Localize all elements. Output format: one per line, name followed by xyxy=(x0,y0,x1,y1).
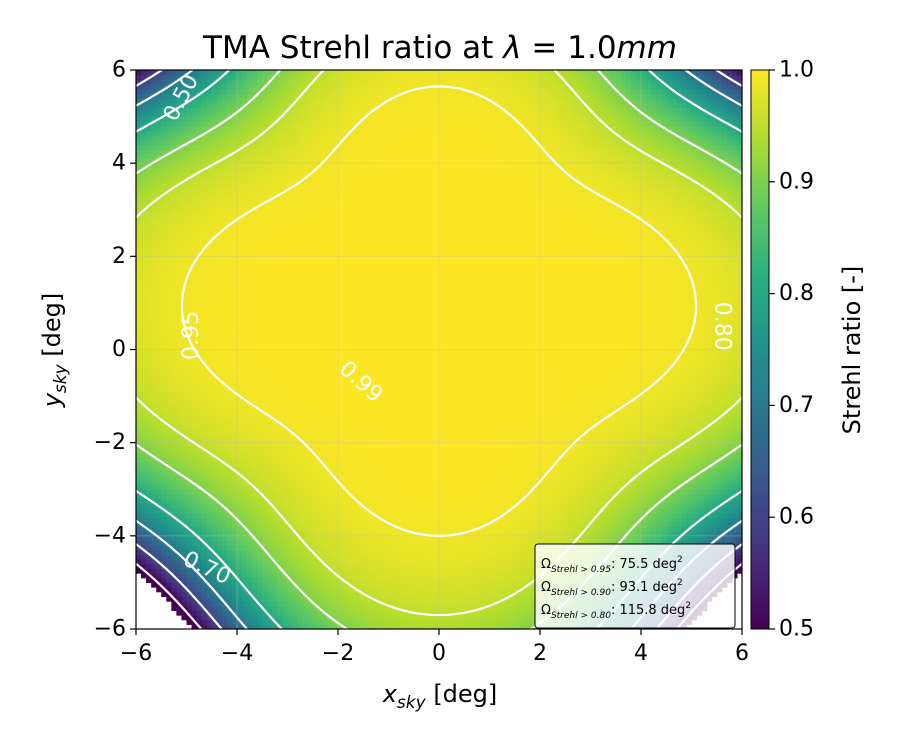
colorbar-tick-label: 1.0 xyxy=(779,58,814,83)
y-tick-label: 2 xyxy=(112,244,126,269)
x-tick-label: 4 xyxy=(634,641,648,666)
x-tick-label: −6 xyxy=(120,641,152,666)
x-axis-label: xsky [deg] xyxy=(382,680,498,713)
y-tick-label: 0 xyxy=(112,337,126,362)
x-axis: −6 −4 −2 0 2 4 6 xyxy=(120,629,749,666)
y-tick-label: −4 xyxy=(94,523,126,548)
legend-box: ΩStrehl > 0.95: 75.5 deg2 ΩStrehl > 0.90… xyxy=(534,543,736,629)
contour-label: 0.80 xyxy=(709,302,734,351)
x-tick-label: 0 xyxy=(432,641,446,666)
x-tick-label: −4 xyxy=(221,641,253,666)
y-tick-label: 6 xyxy=(112,58,126,83)
x-tick-label: 6 xyxy=(735,641,749,666)
y-tick-label: 4 xyxy=(112,151,126,176)
y-axis: −6 −4 −2 0 2 4 6 xyxy=(94,58,136,642)
legend-frame xyxy=(534,543,736,629)
x-tick-label: 2 xyxy=(533,641,547,666)
colorbar-tick-label: 0.6 xyxy=(779,505,814,530)
colorbar-tick-label: 0.8 xyxy=(779,281,814,306)
contour-line-0.99 xyxy=(180,85,698,537)
colorbar-ticks: 0.5 0.6 0.7 0.8 0.9 1.0 xyxy=(769,58,814,642)
colorbar-label: Strehl ratio [-] xyxy=(838,266,866,435)
colorbar-tick-label: 0.7 xyxy=(779,393,814,418)
y-tick-label: −6 xyxy=(94,617,126,642)
chart-title: TMA Strehl ratio at λ = 1.0mm xyxy=(202,30,677,66)
contour-line-0.95 xyxy=(136,70,742,617)
y-tick-label: −2 xyxy=(94,430,126,455)
colorbar xyxy=(750,69,770,630)
contour-label: 0.95 xyxy=(179,311,204,360)
y-axis-label: ysky [deg] xyxy=(38,293,71,409)
x-tick-label: −2 xyxy=(322,641,354,666)
colorbar-tick-label: 0.5 xyxy=(779,617,814,642)
colorbar-tick-label: 0.9 xyxy=(779,169,814,194)
